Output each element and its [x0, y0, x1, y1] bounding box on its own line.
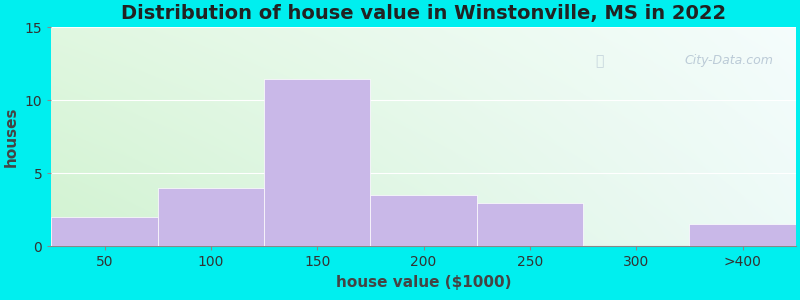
Bar: [690, 224, 796, 246]
Bar: [158, 188, 264, 246]
Y-axis label: houses: houses: [4, 106, 19, 167]
Bar: [51, 217, 158, 246]
Text: ⦾: ⦾: [595, 54, 603, 68]
Title: Distribution of house value in Winstonville, MS in 2022: Distribution of house value in Winstonvi…: [121, 4, 726, 23]
Bar: [264, 79, 370, 246]
Bar: [477, 202, 583, 246]
Bar: [370, 195, 477, 246]
Text: City-Data.com: City-Data.com: [685, 54, 774, 67]
X-axis label: house value ($1000): house value ($1000): [336, 275, 511, 290]
